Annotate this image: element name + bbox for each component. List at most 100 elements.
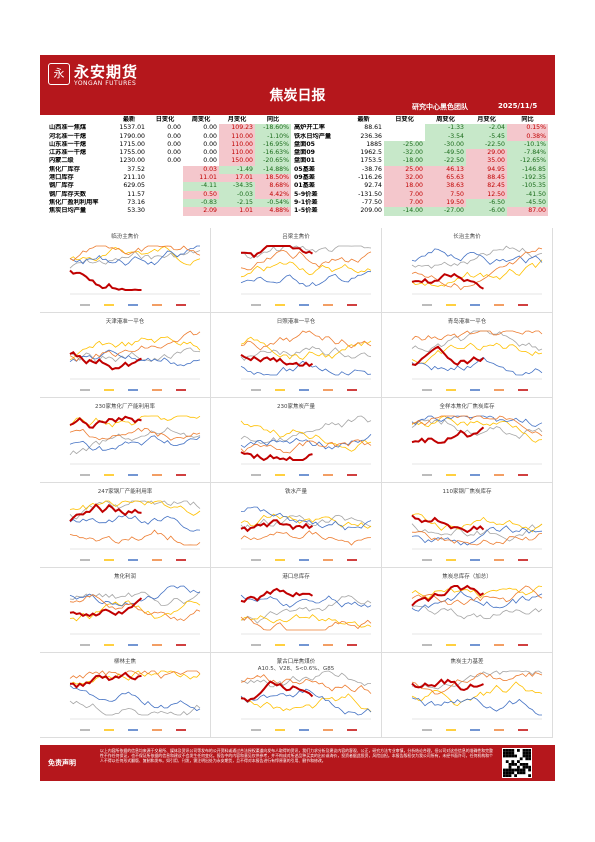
table-cell: -49.50 bbox=[425, 149, 466, 158]
decor-line bbox=[240, 614, 372, 628]
qr-module bbox=[505, 751, 509, 755]
chart-cell: 焦炭总库存（加总） bbox=[382, 568, 553, 653]
table-row: 江苏准一干熄 1755.00 0.00 0.00 110.00 -16.63% bbox=[47, 149, 291, 158]
chart-title: 长治主焦价 bbox=[453, 234, 481, 240]
table-cell: 32.00 bbox=[384, 174, 425, 183]
table-row: 盘面01 1753.5 -18.00 -22.50 35.00 -12.65% bbox=[292, 157, 548, 166]
qr-module bbox=[522, 749, 526, 752]
table-cell: 94.95 bbox=[466, 165, 507, 175]
decor-line bbox=[240, 336, 372, 360]
decor-line bbox=[240, 439, 372, 454]
table-cell: -14.88% bbox=[255, 165, 291, 175]
qr-module bbox=[508, 749, 512, 752]
decor-line bbox=[240, 353, 314, 368]
chart-thumbnail bbox=[411, 513, 543, 561]
table-cell: 0.00 bbox=[203, 157, 217, 165]
decor-line bbox=[69, 700, 201, 716]
table-cell: -18.60% bbox=[255, 124, 291, 133]
decor-line bbox=[240, 513, 372, 529]
table-cell: -3.54 bbox=[425, 132, 466, 141]
chart-title: 230家焦化厂产能利用率 bbox=[95, 404, 155, 410]
qr-module bbox=[517, 771, 520, 775]
table-cell: -45.50 bbox=[507, 198, 548, 208]
chart-title: 蒙古口岸焦煤价 bbox=[276, 659, 316, 665]
decor-line bbox=[69, 670, 201, 679]
table-cell: 53.30 bbox=[127, 207, 145, 215]
chart-thumbnail bbox=[240, 245, 372, 306]
chart-cell: 临汾主焦价 bbox=[40, 228, 211, 313]
decor-line bbox=[411, 259, 543, 287]
row-label: 钢厂库存天数 bbox=[49, 190, 87, 198]
row-label: 盘面09 bbox=[294, 149, 315, 157]
table-cell: 1962.5 bbox=[360, 149, 382, 157]
qr-module bbox=[514, 763, 517, 766]
qr-module bbox=[505, 774, 509, 777]
decor-line bbox=[240, 674, 372, 694]
decor-line bbox=[69, 347, 201, 363]
table-cell: 11.01 bbox=[183, 174, 219, 183]
decor-line bbox=[240, 587, 314, 603]
table-cell: -30.00 bbox=[425, 140, 466, 150]
qr-module bbox=[514, 774, 517, 777]
qr-module bbox=[511, 771, 515, 775]
table-cell: 1.01 bbox=[219, 207, 255, 216]
qr-module bbox=[508, 763, 512, 766]
table-cell: 1230.00 bbox=[119, 157, 145, 165]
header-cell: 月变化 bbox=[477, 116, 496, 123]
qr-module bbox=[528, 749, 531, 752]
table-cell: -192.35 bbox=[507, 174, 548, 183]
row-label: 01基差 bbox=[294, 182, 315, 190]
chart-cell: 230家焦炭产量 bbox=[211, 398, 382, 483]
table-cell: 65.63 bbox=[425, 174, 466, 183]
chart-thumbnail bbox=[69, 500, 201, 561]
table-cell: 0.00 bbox=[203, 124, 217, 132]
decor-line bbox=[411, 513, 543, 533]
report-title: 焦炭日报 bbox=[269, 88, 326, 104]
decor-line bbox=[240, 680, 314, 703]
table-cell: 12.50 bbox=[466, 190, 507, 199]
header-cell: 同比 bbox=[266, 116, 280, 123]
chart-title: 临汾主焦价 bbox=[111, 234, 139, 240]
decor-line bbox=[69, 503, 142, 522]
qr-module bbox=[503, 749, 506, 752]
decor-line bbox=[411, 531, 543, 546]
table-cell: -2.15 bbox=[219, 198, 255, 208]
table-cell: 38.63 bbox=[425, 182, 466, 191]
table-cell: -38.76 bbox=[362, 165, 382, 173]
decor-line bbox=[411, 605, 543, 620]
chart-thumbnail bbox=[69, 415, 201, 476]
qr-module bbox=[505, 760, 509, 763]
table-cell: 87.00 bbox=[507, 207, 548, 216]
table-cell: 1715.00 bbox=[119, 140, 145, 148]
decor-line bbox=[411, 681, 543, 707]
table-cell: -34.35 bbox=[219, 182, 255, 191]
data-table: 最新 日变化 周变化 月变化 同比 高炉开工率 88.61 -1.33 -2.04 0.15% 铁水… bbox=[292, 116, 548, 216]
chart-thumbnail bbox=[411, 584, 543, 646]
chart-title: 日照港准一平仓 bbox=[276, 319, 316, 325]
qr-module bbox=[519, 768, 523, 772]
header-cell: 日变化 bbox=[155, 116, 175, 123]
table-cell: -1.49 bbox=[219, 165, 255, 175]
decor-line bbox=[69, 336, 201, 361]
table-cell: 7.50 bbox=[425, 190, 466, 199]
qr-module bbox=[508, 768, 512, 772]
table-cell: -41.50 bbox=[507, 190, 548, 199]
logo-mark: 永 bbox=[48, 63, 70, 85]
decor-line bbox=[411, 356, 543, 376]
chart-cell: 焦炭主力基差 bbox=[382, 653, 553, 738]
table-cell: 211.10 bbox=[123, 174, 145, 182]
table-row: 5-9价差 -131.50 7.00 7.50 12.50 -41.50 bbox=[292, 190, 548, 199]
qr-module bbox=[514, 754, 517, 758]
chart-cell: 全样本焦化厂焦炭库存 bbox=[382, 398, 553, 483]
header-cell bbox=[47, 116, 111, 124]
table-cell: -116.26 bbox=[358, 174, 382, 182]
table-cell: 18.00 bbox=[384, 182, 425, 191]
decor-line bbox=[240, 415, 372, 444]
table-cell: 82.45 bbox=[466, 182, 507, 191]
qr-module bbox=[505, 749, 509, 752]
decor-line bbox=[411, 245, 543, 269]
row-label: 江苏准一干熄 bbox=[49, 149, 87, 157]
decor-line bbox=[240, 670, 372, 688]
header-cell: 最新 bbox=[357, 116, 370, 123]
